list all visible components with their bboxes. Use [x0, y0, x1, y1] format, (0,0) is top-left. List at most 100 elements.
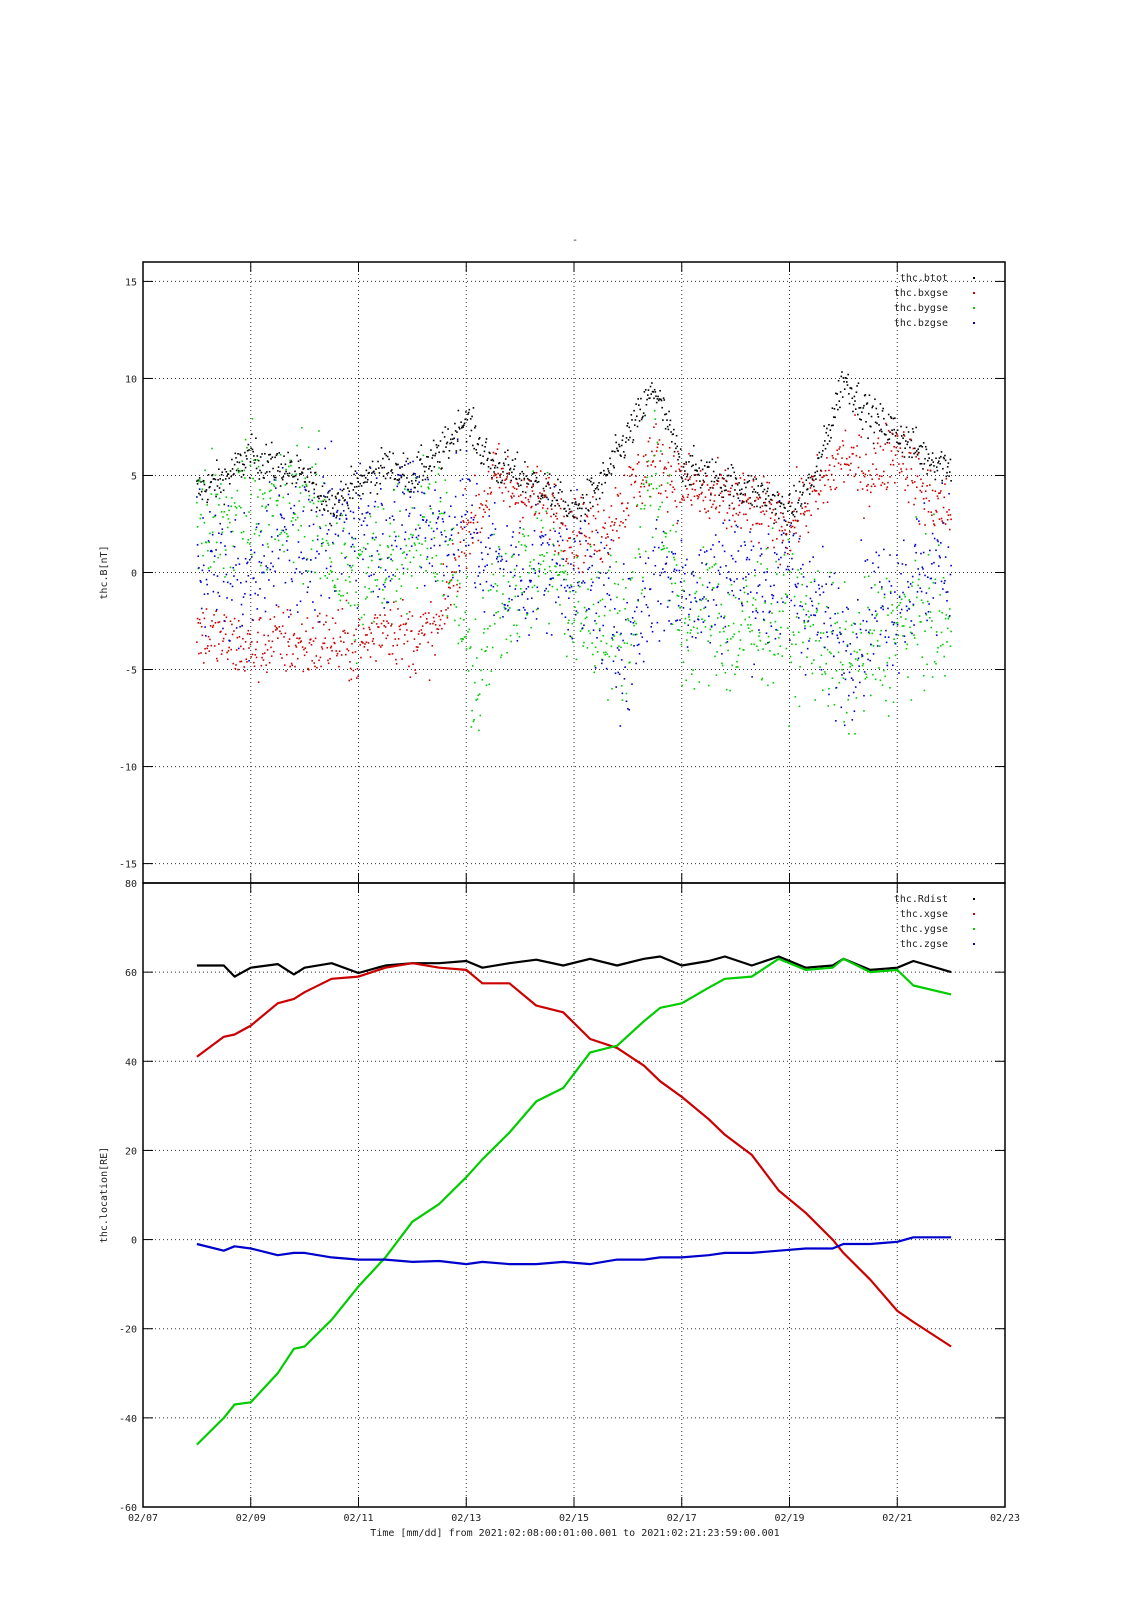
data-point [303, 557, 305, 559]
data-point [854, 408, 857, 410]
data-point [638, 553, 641, 555]
data-point [646, 606, 649, 609]
data-point [479, 714, 482, 717]
data-point [664, 571, 666, 573]
data-point [729, 490, 731, 493]
data-point [418, 542, 421, 545]
data-point [305, 558, 308, 561]
data-point [574, 591, 577, 593]
data-point [744, 494, 747, 497]
data-point [903, 593, 906, 596]
data-point [609, 566, 611, 568]
data-point [370, 591, 372, 593]
data-point [462, 520, 464, 522]
data-point [500, 654, 503, 656]
data-point [889, 686, 891, 689]
data-point [478, 693, 481, 695]
data-point [633, 620, 636, 623]
data-point [679, 470, 682, 473]
data-point [666, 511, 669, 513]
data-point [756, 496, 758, 499]
data-point [827, 705, 830, 707]
data-point [493, 472, 496, 475]
data-point [710, 624, 713, 627]
data-point [776, 538, 778, 540]
data-point [701, 483, 704, 485]
data-point [448, 515, 451, 518]
data-point [202, 481, 205, 484]
data-point [584, 617, 587, 620]
data-point [660, 549, 663, 551]
data-point [541, 553, 543, 556]
data-point [290, 613, 292, 616]
data-point [275, 604, 278, 606]
data-point [768, 611, 771, 614]
data-point [694, 469, 696, 472]
data-point [808, 560, 811, 563]
data-point [557, 553, 560, 556]
data-point [894, 654, 897, 657]
data-point [400, 615, 403, 617]
data-point [701, 468, 704, 471]
data-point [562, 500, 565, 502]
data-point [347, 649, 350, 652]
data-point [628, 708, 631, 711]
data-point [511, 536, 514, 538]
data-point [859, 406, 862, 409]
legend-label: thc.btot [900, 273, 948, 284]
data-point [549, 529, 552, 532]
data-point [367, 566, 370, 569]
data-point [585, 609, 588, 611]
data-point [778, 610, 781, 613]
data-point [938, 610, 941, 612]
data-point [272, 474, 275, 477]
data-point [417, 633, 420, 635]
data-point [318, 525, 321, 528]
data-point [904, 595, 906, 598]
data-point [528, 565, 531, 567]
data-point [480, 527, 483, 530]
data-point [740, 545, 742, 547]
data-point [345, 517, 348, 520]
data-point [204, 647, 206, 650]
data-point [811, 604, 814, 607]
data-point [500, 467, 503, 470]
data-point [833, 408, 836, 410]
data-point [909, 583, 912, 585]
data-point [633, 409, 635, 412]
data-point [505, 478, 508, 480]
data-point [502, 575, 505, 577]
data-point [902, 591, 904, 594]
data-point [388, 517, 391, 519]
data-point [624, 608, 626, 610]
data-point [782, 516, 785, 518]
data-point [384, 585, 386, 588]
data-point [906, 476, 909, 479]
data-point [442, 520, 445, 523]
data-point [299, 486, 301, 489]
data-point [434, 580, 437, 583]
data-point [431, 645, 434, 647]
magnetic-field-grid [143, 262, 1005, 883]
data-point [937, 461, 939, 464]
data-point [910, 439, 913, 442]
data-point [902, 437, 904, 439]
data-point [361, 550, 364, 553]
data-point [741, 602, 743, 605]
data-point [339, 514, 342, 517]
data-point [426, 621, 429, 624]
data-point [915, 516, 917, 518]
data-point [472, 518, 475, 521]
data-point [514, 595, 517, 598]
data-point [664, 413, 666, 416]
data-point [881, 410, 884, 412]
data-point [502, 593, 504, 595]
data-point [351, 651, 354, 654]
data-point [282, 611, 285, 614]
data-point [304, 647, 307, 649]
data-point [651, 536, 654, 539]
data-point [893, 428, 895, 431]
data-point [478, 507, 481, 509]
data-point [581, 571, 584, 573]
data-point [508, 597, 510, 600]
